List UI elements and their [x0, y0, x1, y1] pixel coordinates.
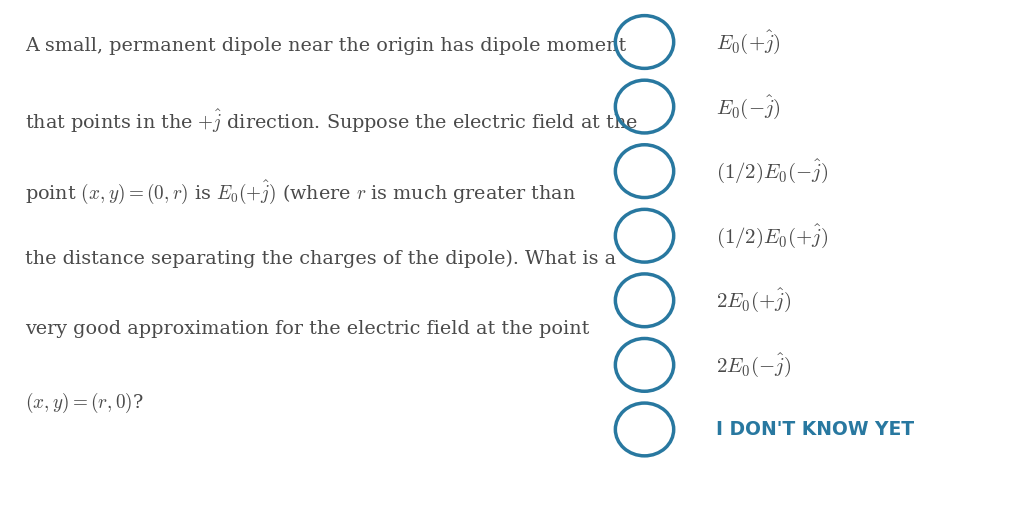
Text: I DON'T KNOW YET: I DON'T KNOW YET — [716, 420, 914, 439]
Text: $E_0(-\hat{j})$: $E_0(-\hat{j})$ — [716, 92, 781, 121]
Text: $E_0(+\hat{j})$: $E_0(+\hat{j})$ — [716, 28, 781, 56]
Text: $(1/2)E_0(+\hat{j})$: $(1/2)E_0(+\hat{j})$ — [716, 222, 828, 250]
Text: A small, permanent dipole near the origin has dipole moment: A small, permanent dipole near the origi… — [25, 37, 626, 55]
Text: $2E_0(+\hat{j})$: $2E_0(+\hat{j})$ — [716, 286, 791, 314]
Text: very good approximation for the electric field at the point: very good approximation for the electric… — [25, 320, 590, 338]
Text: that points in the $+\hat{j}$ direction. Suppose the electric field at the: that points in the $+\hat{j}$ direction.… — [25, 108, 638, 135]
Text: point $(x, y) = (0, r)$ is $E_0(+\hat{j})$ (where $r$ is much greater than: point $(x, y) = (0, r)$ is $E_0(+\hat{j}… — [25, 178, 577, 206]
Text: $(1/2)E_0(-\hat{j})$: $(1/2)E_0(-\hat{j})$ — [716, 157, 828, 185]
Text: $(x, y) = (r, 0)$?: $(x, y) = (r, 0)$? — [25, 391, 144, 415]
Text: the distance separating the charges of the dipole). What is a: the distance separating the charges of t… — [25, 249, 616, 268]
Text: $2E_0(-\hat{j})$: $2E_0(-\hat{j})$ — [716, 351, 791, 379]
